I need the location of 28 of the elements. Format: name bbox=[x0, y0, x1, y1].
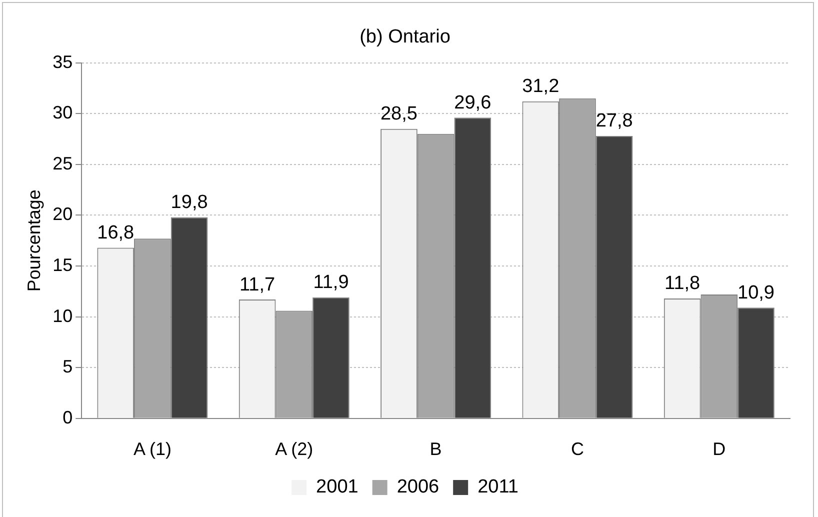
chart-title: (b) Ontario bbox=[360, 26, 450, 48]
data-label: 29,6 bbox=[454, 92, 492, 114]
y-axis-title: Pourcentage bbox=[24, 190, 44, 292]
data-label: 27,8 bbox=[596, 110, 633, 132]
x-tick-label: C bbox=[570, 439, 584, 460]
y-tick-label: 15 bbox=[52, 254, 73, 275]
data-label: 31,2 bbox=[522, 76, 560, 98]
data-label: 19,8 bbox=[170, 192, 208, 213]
y-tick-label: 30 bbox=[52, 102, 73, 123]
data-label: 11,9 bbox=[313, 272, 349, 294]
x-tick-label: A (2) bbox=[275, 439, 314, 460]
data-label: 11,8 bbox=[664, 273, 700, 294]
y-tick-label: 25 bbox=[52, 153, 73, 174]
x-tick-label: A (1) bbox=[133, 439, 172, 460]
y-tick-label: 20 bbox=[52, 204, 73, 224]
y-tick-label: 0 bbox=[62, 407, 73, 428]
data-label: 28,5 bbox=[380, 104, 418, 125]
legend-label: 2011 bbox=[478, 476, 518, 498]
y-tick-label: 10 bbox=[52, 306, 73, 326]
x-tick-label: D bbox=[712, 439, 726, 460]
data-label: 10,9 bbox=[738, 282, 774, 304]
data-label: 16,8 bbox=[97, 222, 134, 244]
legend-label: 2006 bbox=[396, 476, 440, 498]
legend-label: 2001 bbox=[316, 476, 358, 498]
y-tick-label: 5 bbox=[62, 356, 73, 377]
data-label: 11,7 bbox=[240, 274, 276, 296]
y-tick-label: 35 bbox=[52, 52, 73, 72]
x-tick-label: B bbox=[430, 439, 442, 460]
